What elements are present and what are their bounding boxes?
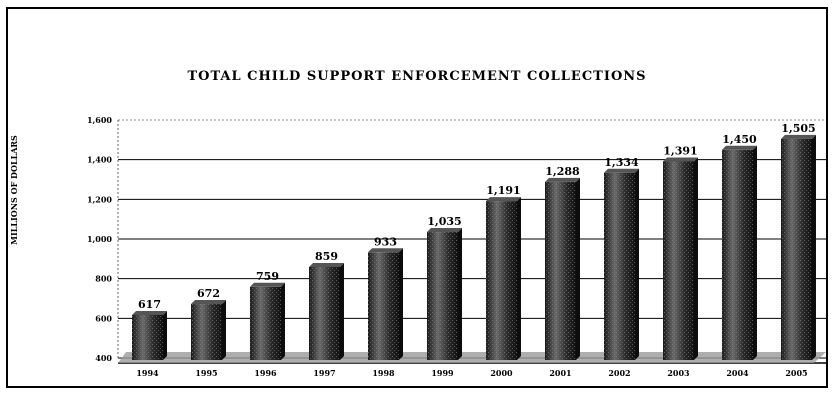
bar [663, 157, 698, 360]
x-tick-label: 1995 [195, 368, 217, 378]
y-tick-label: 1,600 [87, 115, 112, 125]
bar [250, 282, 285, 360]
x-tick-label: 2005 [785, 368, 807, 378]
data-label: 933 [374, 235, 397, 248]
data-label: 1,505 [781, 122, 815, 135]
bar [368, 248, 403, 360]
data-label: 1,035 [427, 215, 461, 228]
y-tick-label: 1,200 [87, 194, 112, 204]
bar [309, 262, 344, 360]
data-label: 617 [138, 298, 161, 311]
data-label: 1,288 [545, 165, 580, 178]
bar [604, 168, 639, 360]
x-tick-label: 2003 [667, 368, 690, 378]
y-tick-label: 800 [95, 274, 112, 284]
data-label: 672 [197, 287, 220, 300]
y-tick-label: 1,400 [87, 155, 112, 165]
y-tick-label: 1,000 [87, 234, 112, 244]
data-label: 759 [256, 270, 279, 283]
bar [722, 145, 757, 360]
data-label: 1,191 [486, 184, 520, 197]
x-tick-label: 2001 [549, 368, 571, 378]
x-tick-label: 2000 [490, 368, 513, 378]
x-tick-label: 1994 [136, 368, 159, 378]
x-tick-label: 1998 [372, 368, 395, 378]
bar [545, 177, 580, 360]
x-tick-label: 1996 [254, 368, 277, 378]
chart-title: TOTAL CHILD SUPPORT ENFORCEMENT COLLECTI… [187, 69, 647, 84]
x-tick-label: 2004 [726, 368, 749, 378]
bar [132, 310, 167, 360]
data-label: 1,450 [722, 133, 757, 146]
x-tick-label: 1999 [431, 368, 454, 378]
data-label: 1,391 [663, 144, 697, 157]
data-label: 859 [315, 250, 338, 263]
bar [781, 134, 816, 360]
y-tick-label: 400 [95, 353, 112, 363]
bar [486, 197, 521, 360]
chart-floor [118, 352, 826, 363]
x-tick-label: 1997 [313, 368, 335, 378]
bar [191, 300, 226, 360]
data-label: 1,334 [604, 156, 639, 169]
x-tick-label: 2002 [608, 368, 630, 378]
y-tick-label: 600 [95, 313, 112, 323]
bar [427, 228, 462, 360]
